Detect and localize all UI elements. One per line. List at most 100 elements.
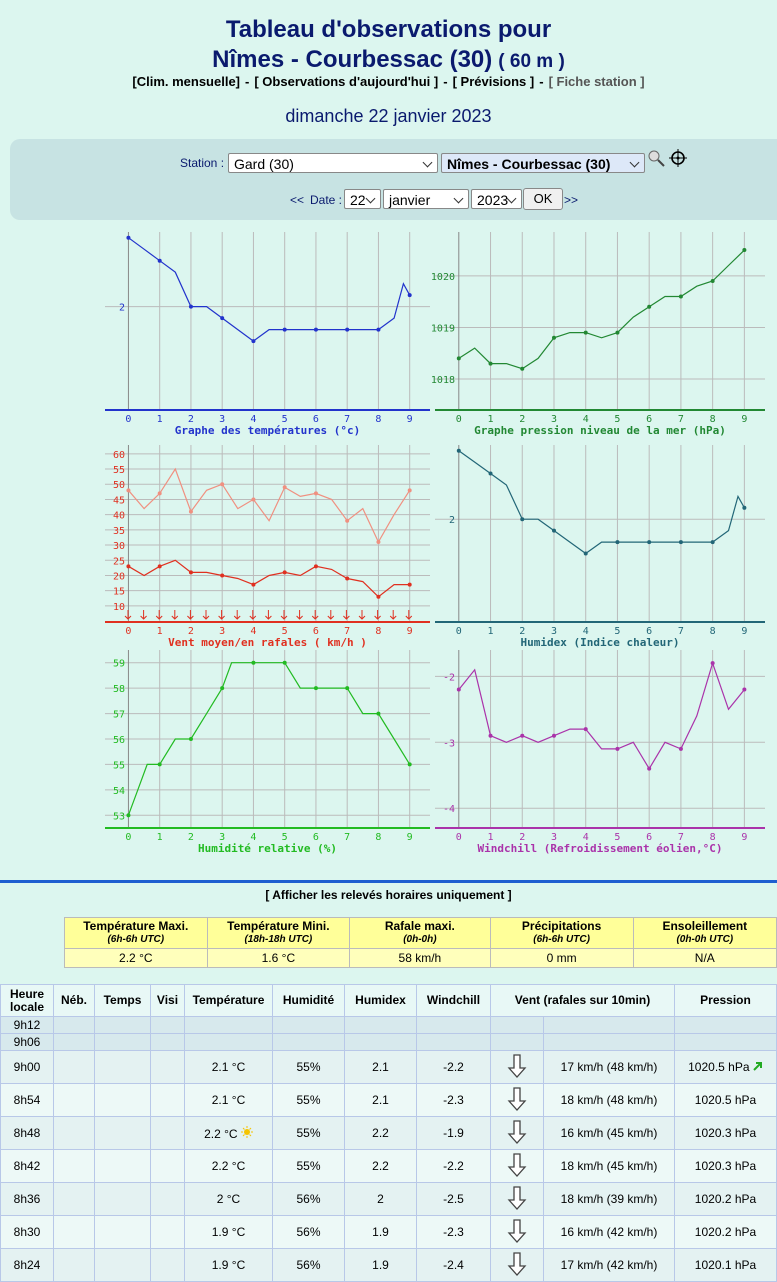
x-axis-label: Vent moyen/en rafales ( km/h ) [168,636,367,649]
y-tick-label: 30 [113,541,125,552]
humidex-cell: 1.9 [344,1248,417,1282]
x-tick-label: 1 [157,832,163,843]
wind-arrow-cell [490,1116,544,1150]
pressure-cell: 1020.2 hPa [674,1182,777,1216]
data-point [407,762,412,767]
x-tick-label: 5 [614,832,620,843]
x-tick-label: 7 [678,626,684,637]
data-point [583,330,588,335]
temperature-cell: 2 °C [184,1182,273,1216]
weather-cell [94,1083,151,1117]
data-point [220,316,225,321]
x-tick-label: 1 [488,832,494,843]
pressure-cell: 1020.5 hPa [674,1083,777,1117]
x-tick-label: 4 [583,626,589,637]
x-tick-label: 9 [741,832,747,843]
data-point [251,339,256,344]
data-line [127,467,411,544]
prev-day[interactable]: << [290,193,305,207]
temperature-cell: 2.2 °C [184,1149,273,1183]
data-point [126,813,131,818]
nav-link[interactable]: [Clim. mensuelle] [132,74,241,89]
data-line [128,237,411,342]
visibility-cell [150,1050,185,1084]
x-tick-label: 2 [519,414,525,425]
summary-value: 58 km/h [349,948,491,968]
data-line [458,450,745,555]
altitude: ( 60 m ) [498,51,565,72]
x-tick-label: 0 [456,626,462,637]
month-select[interactable]: janvier [383,189,469,209]
time-cell: 8h24 [0,1248,54,1282]
x-axis-label: Windchill (Refroidissement éolien,°C) [477,842,722,855]
nav-separator: - [539,74,544,89]
humidity-cell: 56% [272,1182,345,1216]
time-cell: 8h36 [0,1182,54,1216]
summary-table: Température Maxi. (6h-6h UTC) Température … [64,917,777,968]
data-point [742,505,747,510]
year-select[interactable]: 2023 [471,189,522,209]
wind-arrow [507,1251,527,1276]
column-header: Température [184,984,273,1017]
x-tick-label: 5 [614,626,620,637]
wind-cell: 16 km/h (45 km/h) [543,1116,675,1150]
wind-direction [155,610,163,620]
wind-arrow [507,1086,527,1111]
page-title: Tableau d'observations pour [225,16,552,43]
x-tick-label: 9 [741,414,747,425]
data-point [251,497,256,502]
data-point [456,356,461,361]
empty-cell [272,1016,345,1034]
weather-cell [94,1116,151,1150]
nav-link[interactable]: [ Fiche station ] [548,74,645,89]
x-tick-label: 2 [519,832,525,843]
y-tick-label: 58 [113,684,125,695]
data-point [376,711,381,716]
column-header: Pression [674,984,777,1017]
hourly-link[interactable]: [ Afficher les relevés horaires uniqueme… [265,888,512,902]
y-tick-label: 54 [113,786,125,797]
data-point [220,573,225,578]
region-select[interactable]: Gard (30) [228,153,438,173]
data-point [551,733,556,738]
data-point [407,488,412,493]
nav-separator: - [245,74,250,89]
summary-header-cell: Ensoleillement (0h-0h UTC) [632,917,777,949]
data-point [282,660,287,665]
x-tick-label: 7 [344,414,350,425]
day-select[interactable]: 22 [344,189,381,209]
time-cell: 9h12 [0,1016,54,1034]
next-day[interactable]: >> [564,193,579,207]
wind-arrow-cell [490,1050,544,1084]
summary-value: 1.6 °C [206,948,351,968]
x-tick-label: 6 [313,626,319,637]
humidex-cell: 1.9 [344,1215,417,1249]
data-point [376,540,381,545]
station-select[interactable]: Nîmes - Courbessac (30) [441,153,645,173]
x-tick-label: 4 [250,626,256,637]
wind-arrow [507,1185,527,1210]
y-tick-label: 40 [113,511,125,522]
empty-cell [543,1033,675,1051]
x-tick-label: 3 [551,414,557,425]
wind-direction [265,610,272,620]
search-icons[interactable] [648,149,698,171]
empty-cell [543,1016,675,1034]
column-header: Heure locale [0,984,54,1017]
x-tick-label: 8 [710,832,716,843]
x-axis-label: Humidex (Indice chaleur) [521,636,680,649]
summary-header-cell: Précipitations (6h-6h UTC) [489,917,634,949]
data-point [345,686,350,691]
ok-button[interactable]: OK [523,188,563,210]
nav-link[interactable]: [ Prévisions ] [452,74,535,89]
wind-direction [311,610,319,620]
data-point [647,304,652,309]
cloud-cell [53,1116,95,1150]
nav-link[interactable]: [ Observations d'aujourd'hui ] [254,74,439,89]
humidex-cell: 2.2 [344,1116,417,1150]
data-row: 8h30 1.9 °C 56% 1.9 -2.3 16 km/h (42 km/h) 102… [0,1215,777,1249]
summary-title: Température Maxi. [83,919,189,933]
summary-title: Ensoleillement [662,919,748,933]
weather-cell [94,1182,151,1216]
